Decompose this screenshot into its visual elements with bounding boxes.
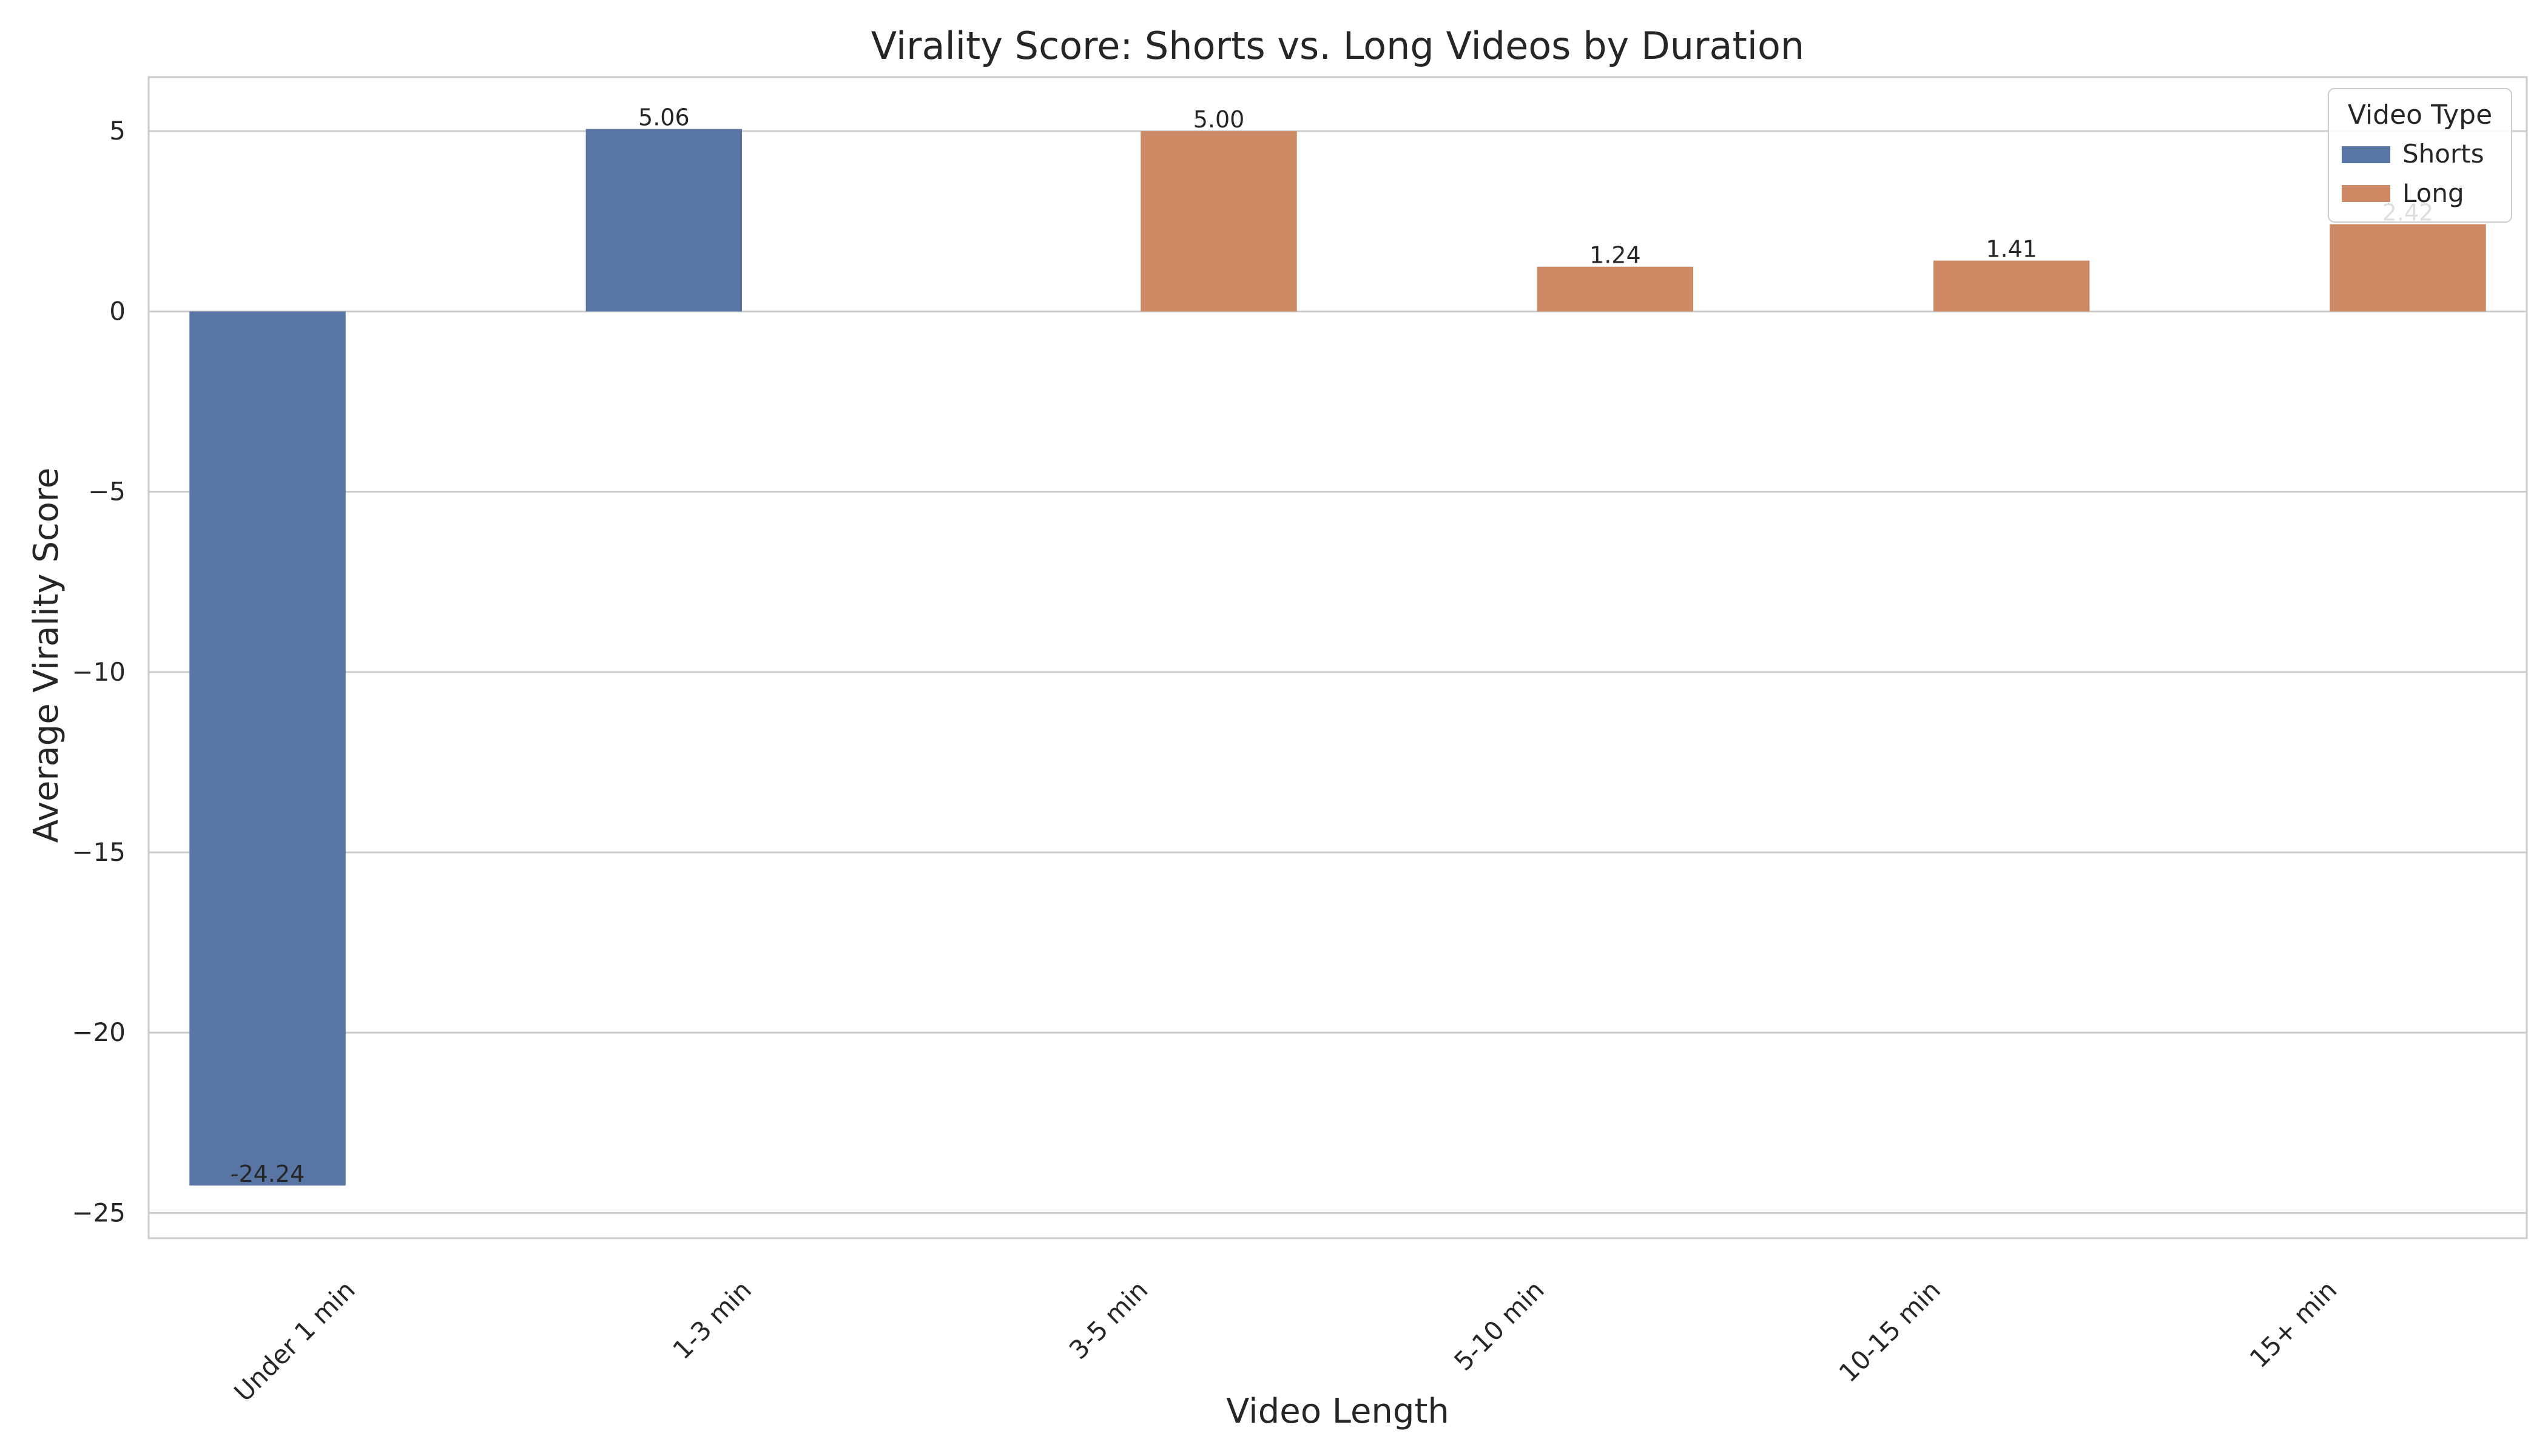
y-tick-label: −10 (72, 657, 126, 687)
legend-swatch-long (2342, 185, 2390, 202)
data-label: 1.24 (1589, 242, 1641, 269)
plot-frame (147, 76, 2528, 1239)
bar-shorts (189, 311, 346, 1186)
bar-long (2330, 224, 2486, 312)
chart-title: Virality Score: Shorts vs. Long Videos b… (871, 24, 1804, 68)
legend: Video Type Shorts Long (2328, 88, 2512, 223)
bar-long (1141, 131, 1297, 312)
bar-shorts (585, 129, 743, 312)
legend-swatch-shorts (2342, 146, 2390, 163)
data-label: 5.06 (638, 104, 690, 131)
gridlines (149, 130, 2527, 1214)
y-tick-label: −25 (72, 1198, 126, 1227)
legend-label-long: Long (2402, 178, 2464, 208)
y-tick-label: −20 (72, 1017, 126, 1047)
bar-long (1537, 266, 1694, 312)
data-label: 5.00 (1193, 106, 1245, 133)
legend-label-shorts: Shorts (2402, 139, 2484, 169)
x-axis-label: Video Length (1226, 1392, 1449, 1431)
data-label: 1.41 (1986, 236, 2037, 263)
y-tick-labels: 5 0 −5 −10 −15 −20 −25 (72, 116, 126, 1227)
data-label: -24.24 (231, 1161, 305, 1187)
legend-title: Video Type (2348, 99, 2492, 130)
y-tick-label: 5 (109, 116, 126, 146)
bar-long (1933, 260, 2090, 312)
y-tick-label: −5 (88, 477, 126, 507)
bars (189, 129, 2486, 1186)
y-tick-label: 0 (109, 296, 126, 326)
y-axis-label: Average Virality Score (27, 468, 66, 843)
y-tick-label: −15 (72, 837, 126, 867)
